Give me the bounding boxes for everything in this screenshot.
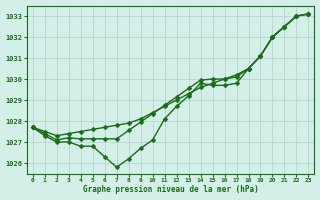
X-axis label: Graphe pression niveau de la mer (hPa): Graphe pression niveau de la mer (hPa) [83, 185, 259, 194]
